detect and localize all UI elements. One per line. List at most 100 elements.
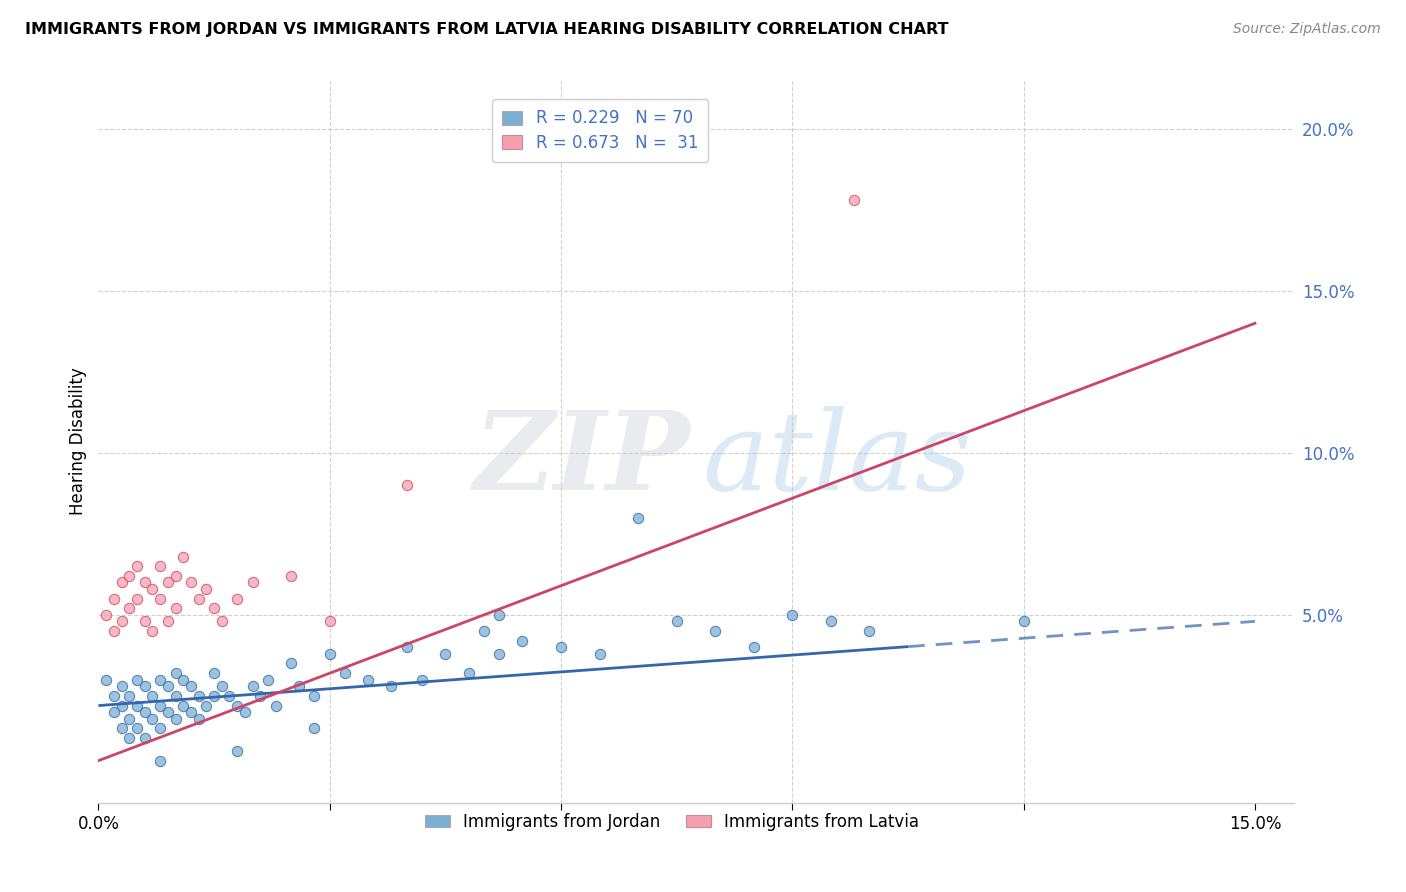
Point xyxy=(172,673,194,687)
Point xyxy=(149,754,172,768)
Point xyxy=(149,721,172,735)
Y-axis label: Hearing Disability: Hearing Disability xyxy=(69,368,87,516)
Point xyxy=(134,679,156,693)
Legend: Immigrants from Jordan, Immigrants from Latvia: Immigrants from Jordan, Immigrants from … xyxy=(419,806,925,838)
Point xyxy=(512,633,534,648)
Point xyxy=(125,559,148,574)
Point xyxy=(820,615,842,629)
Point xyxy=(110,615,132,629)
Text: atlas: atlas xyxy=(702,406,972,514)
Point xyxy=(333,666,356,681)
Point xyxy=(187,591,209,606)
Point xyxy=(782,607,804,622)
Point xyxy=(395,640,418,655)
Point xyxy=(180,679,202,693)
Point xyxy=(110,679,132,693)
Point xyxy=(319,647,342,661)
Point xyxy=(202,666,225,681)
Point xyxy=(103,705,125,719)
Point xyxy=(149,698,172,713)
Point xyxy=(180,575,202,590)
Point xyxy=(665,615,688,629)
Point xyxy=(742,640,765,655)
Point xyxy=(94,607,117,622)
Point xyxy=(156,575,179,590)
Point xyxy=(180,705,202,719)
Point xyxy=(125,591,148,606)
Point xyxy=(218,689,240,703)
Point xyxy=(156,705,179,719)
Point xyxy=(149,673,172,687)
Point xyxy=(588,647,610,661)
Point xyxy=(125,721,148,735)
Point xyxy=(264,698,287,713)
Point xyxy=(134,615,156,629)
Point xyxy=(226,698,249,713)
Point xyxy=(488,647,510,661)
Point xyxy=(242,575,264,590)
Point xyxy=(118,712,141,726)
Point xyxy=(242,679,264,693)
Text: Source: ZipAtlas.com: Source: ZipAtlas.com xyxy=(1233,22,1381,37)
Point xyxy=(288,679,311,693)
Text: IMMIGRANTS FROM JORDAN VS IMMIGRANTS FROM LATVIA HEARING DISABILITY CORRELATION : IMMIGRANTS FROM JORDAN VS IMMIGRANTS FRO… xyxy=(25,22,949,37)
Point xyxy=(187,712,209,726)
Point xyxy=(103,624,125,638)
Point xyxy=(202,601,225,615)
Point xyxy=(110,721,132,735)
Point xyxy=(550,640,572,655)
Point xyxy=(165,601,187,615)
Point xyxy=(319,615,342,629)
Point xyxy=(103,591,125,606)
Point xyxy=(165,666,187,681)
Point xyxy=(411,673,433,687)
Point xyxy=(233,705,256,719)
Point xyxy=(195,582,218,596)
Point xyxy=(257,673,280,687)
Point xyxy=(380,679,402,693)
Point xyxy=(434,647,457,661)
Point xyxy=(125,673,148,687)
Point xyxy=(141,712,163,726)
Point xyxy=(172,698,194,713)
Point xyxy=(488,607,510,622)
Point xyxy=(858,624,880,638)
Point xyxy=(141,582,163,596)
Point xyxy=(211,615,233,629)
Point xyxy=(165,712,187,726)
Point xyxy=(457,666,479,681)
Point xyxy=(156,679,179,693)
Point xyxy=(627,510,650,524)
Point xyxy=(118,689,141,703)
Point xyxy=(110,698,132,713)
Point xyxy=(125,698,148,713)
Point xyxy=(156,615,179,629)
Point xyxy=(149,559,172,574)
Point xyxy=(110,575,132,590)
Point xyxy=(249,689,271,703)
Point xyxy=(149,591,172,606)
Point xyxy=(118,569,141,583)
Point xyxy=(165,569,187,583)
Point xyxy=(1012,615,1035,629)
Point xyxy=(118,601,141,615)
Point xyxy=(165,689,187,703)
Point xyxy=(103,689,125,703)
Point xyxy=(304,721,326,735)
Point xyxy=(134,575,156,590)
Point xyxy=(395,478,418,492)
Point xyxy=(141,689,163,703)
Point xyxy=(357,673,380,687)
Point xyxy=(211,679,233,693)
Point xyxy=(280,657,302,671)
Point xyxy=(226,744,249,758)
Point xyxy=(187,689,209,703)
Point xyxy=(704,624,727,638)
Point xyxy=(94,673,117,687)
Point xyxy=(172,549,194,564)
Point xyxy=(134,705,156,719)
Point xyxy=(202,689,225,703)
Point xyxy=(118,731,141,745)
Point xyxy=(226,591,249,606)
Point xyxy=(304,689,326,703)
